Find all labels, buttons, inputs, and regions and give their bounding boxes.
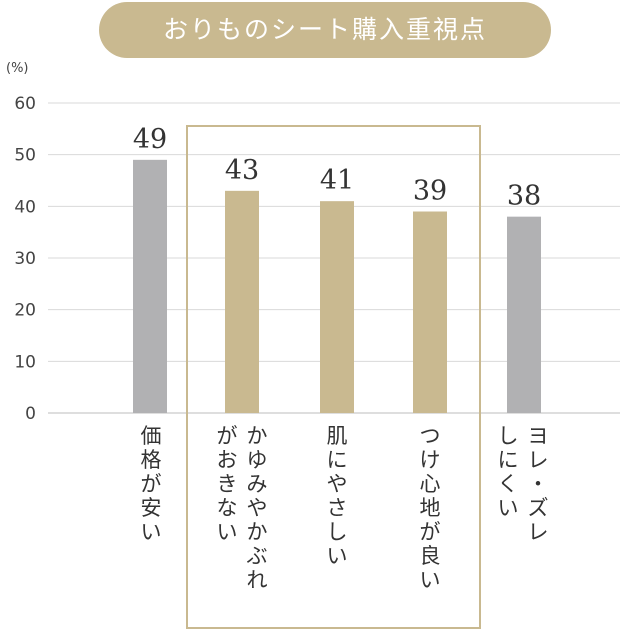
category-label: ヨレ・ズレ [528, 424, 549, 544]
y-tick-label: 20 [14, 301, 36, 321]
bar [507, 216, 541, 413]
y-tick-label: 50 [14, 146, 36, 166]
data-label: 41 [320, 165, 354, 196]
data-label: 38 [507, 181, 541, 212]
bar [413, 211, 447, 413]
category-label: かゆみやかぶれ [247, 424, 268, 592]
y-tick-label: 60 [14, 94, 36, 114]
data-label: 43 [225, 155, 259, 186]
category-label: つけ心地が良い [420, 424, 441, 592]
unit-label: (%) [6, 61, 29, 76]
highlight-box [186, 125, 481, 629]
y-tick-label: 0 [25, 404, 36, 424]
data-label: 49 [133, 124, 167, 155]
category-label: 肌にやさしい [327, 424, 348, 568]
y-tick-label: 10 [14, 352, 36, 372]
y-tick-label: 30 [14, 249, 36, 269]
data-labels: 49 43 41 39 38 [133, 124, 541, 212]
data-label: 39 [413, 176, 447, 207]
chart-title: おりものシート購入重視点 [99, 2, 551, 58]
y-tick-label: 40 [14, 197, 36, 217]
bar [133, 159, 167, 413]
category-label: しにくい [498, 424, 519, 520]
category-label: 価格が安い [141, 424, 162, 544]
category-label: がおきない [217, 424, 238, 544]
bar [320, 201, 354, 413]
bar [225, 190, 259, 413]
bars [133, 159, 541, 413]
y-axis: 0 10 20 30 40 50 60 [14, 94, 36, 424]
